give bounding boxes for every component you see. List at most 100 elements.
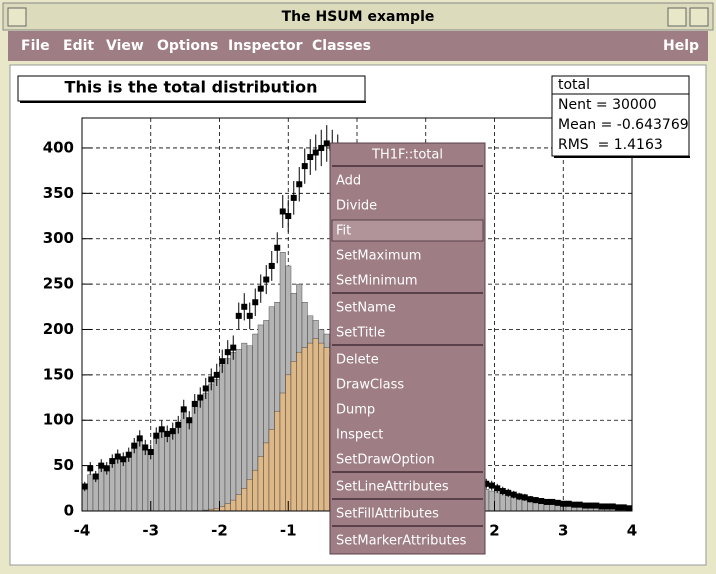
histogram-bar [125, 456, 132, 512]
histogram-bar [92, 479, 99, 512]
marker [510, 491, 517, 498]
menu-item[interactable]: Options [157, 38, 218, 54]
marker [208, 376, 215, 383]
histogram-bar [180, 410, 187, 512]
histogram-bar [131, 447, 138, 512]
context-menu-item[interactable]: Fit [336, 224, 351, 239]
y-tick-label: 250 [43, 275, 74, 293]
marker [219, 358, 226, 365]
context-menu-title: TH1F::total [371, 148, 443, 163]
histogram-bar [263, 442, 270, 512]
window-button[interactable] [667, 7, 687, 27]
histogram-bar [224, 503, 231, 512]
marker [252, 299, 259, 306]
histogram-bar [136, 440, 143, 512]
menu-item[interactable]: Help [663, 38, 699, 54]
x-tick-label: 3 [558, 522, 568, 540]
menu-bar [8, 31, 708, 61]
histogram-bar [301, 347, 308, 512]
histogram-bar [230, 351, 237, 512]
menu-item[interactable]: Classes [312, 38, 371, 54]
context-menu-item[interactable]: SetName [336, 301, 396, 316]
context-menu-item[interactable]: SetMaximum [336, 249, 421, 264]
marker [125, 451, 132, 458]
title-box [17, 75, 366, 102]
menu-item[interactable]: View [106, 38, 144, 54]
x-tick-label: -4 [74, 522, 91, 540]
marker [186, 417, 193, 424]
x-tick-label: -2 [211, 522, 228, 540]
marker [87, 465, 94, 472]
histogram-bar [257, 456, 264, 512]
histogram-bar [109, 463, 116, 512]
context-menu-item[interactable]: Delete [336, 353, 379, 368]
context-menu-item[interactable]: Divide [336, 199, 377, 214]
window-button[interactable] [689, 7, 709, 27]
histogram-bar [191, 406, 198, 512]
context-menu-item[interactable]: SetMarkerAttributes [336, 534, 467, 549]
marker [296, 181, 303, 188]
context-menu-item[interactable]: Inspect [336, 428, 383, 443]
marker [131, 442, 138, 449]
marker [224, 349, 231, 356]
histogram-bar [323, 347, 330, 512]
histogram-bar [114, 458, 121, 512]
histogram-bar [120, 460, 127, 512]
marker [202, 385, 209, 392]
marker [582, 502, 589, 509]
marker [549, 498, 556, 505]
marker [235, 312, 242, 319]
marker [543, 498, 550, 505]
histogram-bar [164, 435, 171, 512]
marker [180, 406, 187, 413]
title-bar [2, 2, 714, 31]
context-menu-item[interactable]: SetTitle [336, 326, 385, 341]
y-tick-label: 50 [53, 456, 74, 474]
y-tick-label: 350 [43, 184, 74, 202]
marker [98, 462, 105, 469]
marker [571, 501, 578, 508]
histogram-bar [268, 429, 275, 512]
marker [175, 421, 182, 428]
context-menu-item[interactable]: SetLineAttributes [336, 480, 449, 495]
marker [246, 312, 253, 319]
marker [505, 489, 512, 496]
y-tick-label: 300 [43, 229, 74, 247]
context-menu-item[interactable]: SetMinimum [336, 274, 418, 289]
histogram-bar [153, 438, 160, 512]
context-menu-item[interactable]: DrawClass [336, 378, 404, 393]
context-menu-item[interactable]: SetFillAttributes [336, 507, 439, 522]
marker [268, 262, 275, 269]
menu-highlight [331, 219, 484, 242]
marker [604, 503, 611, 510]
y-tick-label: 200 [43, 320, 74, 338]
y-tick-label: 400 [43, 138, 74, 156]
context-menu-item[interactable]: Add [336, 174, 361, 189]
marker [164, 430, 171, 437]
marker [483, 480, 490, 487]
histogram-bar [505, 494, 512, 512]
marker [615, 504, 622, 511]
histogram-bar [307, 342, 314, 512]
marker [92, 473, 99, 480]
marker [494, 485, 501, 492]
x-tick-label: -3 [142, 522, 159, 540]
histogram-bar [296, 351, 303, 512]
histogram-bar [499, 493, 506, 512]
chart-title: This is the total distribution [65, 78, 318, 97]
menu-item[interactable]: File [21, 38, 50, 54]
stats-line: RMS = 1.4163 [558, 137, 663, 153]
histogram-bar [241, 488, 248, 512]
marker [274, 244, 281, 251]
menu-item[interactable]: Inspector [228, 38, 303, 54]
menu-item[interactable]: Edit [63, 38, 94, 54]
histogram-bar [235, 494, 242, 512]
context-menu-item[interactable]: Dump [336, 403, 375, 418]
window-button[interactable] [7, 7, 27, 27]
marker [109, 458, 116, 465]
marker [626, 505, 633, 512]
histogram-bar [312, 338, 319, 512]
histogram-bar [488, 490, 495, 512]
context-menu-item[interactable]: SetDrawOption [336, 453, 435, 468]
